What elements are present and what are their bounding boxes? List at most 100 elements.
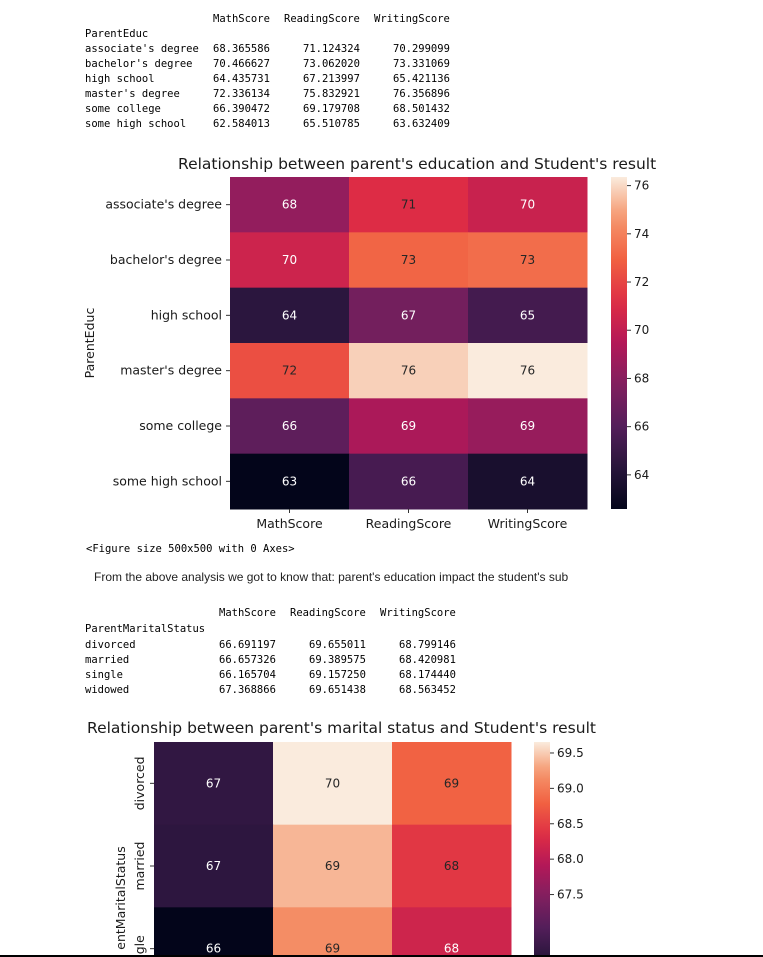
heatmap-cell-label: 70 <box>520 198 535 212</box>
table-cell: 68.420981 <box>399 654 456 666</box>
colorbar <box>611 177 627 509</box>
heatmap-cell <box>154 824 274 908</box>
heatmap-cell-label: 68 <box>444 942 459 956</box>
heatmap-cell <box>392 824 512 908</box>
heatmap-cell <box>154 907 274 957</box>
table-row-label: some high school <box>85 118 187 130</box>
heatmap-cell <box>468 232 588 289</box>
table-cell: 67.213997 <box>303 73 360 85</box>
y-tick-label: some college <box>139 418 222 433</box>
table-col-header: ReadingScore <box>284 13 360 25</box>
table-cell: 66.390472 <box>213 103 270 115</box>
heatmap-cell-label: 67 <box>401 308 416 322</box>
table-cell: 67.368866 <box>219 684 276 696</box>
table-cell: 71.124324 <box>303 43 360 55</box>
y-tick-label: married <box>132 842 147 891</box>
table-index-name: ParentEduc <box>85 28 149 40</box>
colorbar-tick-label: 72 <box>634 275 649 289</box>
table-cell: 73.062020 <box>303 58 360 70</box>
y-tick-label: divorced <box>132 756 147 810</box>
table-row-label: master's degree <box>85 88 180 100</box>
table-cell: 69.655011 <box>309 639 366 651</box>
table-cell: 66.657326 <box>219 654 276 666</box>
heatmap-cell-label: 73 <box>401 253 416 267</box>
table-row-label: married <box>85 654 130 666</box>
heatmap-cell-label: 76 <box>520 364 535 378</box>
parent-educ-table: MathScore ReadingScore WritingScore Pare… <box>85 13 485 138</box>
table-cell: 69.179708 <box>303 103 360 115</box>
table-col-header: MathScore <box>213 13 270 25</box>
table-cell: 62.584013 <box>213 118 270 130</box>
heatmap-cell <box>468 287 588 344</box>
colorbar-tick-label: 69.0 <box>557 781 584 795</box>
table-cell: 68.563452 <box>399 684 456 696</box>
table-row-label: single <box>85 669 123 681</box>
heatmap-cell-label: 70 <box>325 776 340 790</box>
heatmap-cell <box>349 177 469 233</box>
heatmap-cell-label: 69 <box>520 419 535 433</box>
heatmap-cell <box>230 398 350 455</box>
table-col-header: WritingScore <box>380 607 456 619</box>
table-cell: 73.331069 <box>393 58 450 70</box>
heatmap-cell <box>349 343 469 399</box>
table-row-label: associate's degree <box>85 43 199 55</box>
analysis-text: From the above analysis we got to know t… <box>94 570 569 584</box>
colorbar-tick-label: 66 <box>634 420 649 434</box>
heatmap-cell <box>468 398 588 455</box>
table-cell: 69.651438 <box>309 684 366 696</box>
table-cell: 65.421136 <box>393 73 450 85</box>
table-row-label: bachelor's degree <box>85 58 193 70</box>
colorbar-tick-label: 68 <box>634 371 649 385</box>
colorbar-tick-label: 64 <box>634 468 649 482</box>
table-cell: 76.356896 <box>393 88 450 100</box>
colorbar-tick-label: 67.5 <box>557 888 584 902</box>
heatmap-cell <box>392 742 512 826</box>
education-heatmap: 68 71 70 70 73 73 64 67 65 72 76 76 66 69 69 63 66 64 asso… <box>82 177 649 531</box>
heatmap-cell-label: 68 <box>282 198 297 212</box>
bottom-border <box>0 955 763 957</box>
heatmap-cell-label: 69 <box>444 776 459 790</box>
table-row-label: divorced <box>85 639 136 651</box>
y-tick-label: ngle <box>132 935 147 957</box>
heatmap-cell <box>154 742 274 826</box>
heatmap-cell <box>230 177 350 233</box>
marital-status-heatmap: 67 70 69 67 69 68 66 69 68 divorced married ngleent… <box>113 742 584 957</box>
table-row-label: high school <box>85 73 155 85</box>
y-axis-label: ParentEduc <box>82 308 97 379</box>
x-tick-label: MathScore <box>256 516 323 531</box>
colorbar-tick-label: 74 <box>634 227 649 241</box>
y-tick-label: master's degree <box>120 363 222 378</box>
colorbar-tick-label: 76 <box>634 179 649 193</box>
colorbar <box>534 742 550 957</box>
table-cell: 63.632409 <box>393 118 450 130</box>
table-cell: 75.832921 <box>303 88 360 100</box>
table-row-label: some college <box>85 103 161 115</box>
table-cell: 70.299099 <box>393 43 450 55</box>
marital-status-table: MathScore ReadingScore WritingScore Pare… <box>85 607 485 702</box>
heatmap-cell <box>230 287 350 344</box>
heatmap-cell-label: 72 <box>282 364 297 378</box>
table-index-name: ParentMaritalStatus <box>85 623 206 635</box>
x-tick-label: ReadingScore <box>366 516 452 531</box>
y-tick-label: some high school <box>113 473 222 488</box>
heatmap-cell-label: 68 <box>444 859 459 873</box>
heatmap-cell <box>273 824 393 908</box>
heatmap-cell-label: 66 <box>401 474 416 488</box>
heatmap-cell <box>468 453 588 510</box>
heatmap-cell <box>468 343 588 399</box>
y-axis-label: entMaritalStatus <box>113 846 128 949</box>
heatmap-cell-label: 70 <box>282 253 297 267</box>
heatmap-cell-label: 66 <box>206 942 221 956</box>
heatmap-cell-label: 64 <box>282 308 297 322</box>
table-cell: 69.157250 <box>309 669 366 681</box>
heatmap-cell <box>349 287 469 344</box>
heatmap-cell-label: 69 <box>325 859 340 873</box>
heatmap-cell <box>349 232 469 289</box>
heatmap-cell-label: 63 <box>282 474 297 488</box>
colorbar-tick-label: 68.0 <box>557 852 584 866</box>
table-col-header: ReadingScore <box>290 607 366 619</box>
heatmap-cell <box>230 453 350 510</box>
heatmap-cell <box>230 232 350 289</box>
chart-title: Relationship between parent's education … <box>178 155 657 173</box>
heatmap-cell-label: 65 <box>520 308 535 322</box>
